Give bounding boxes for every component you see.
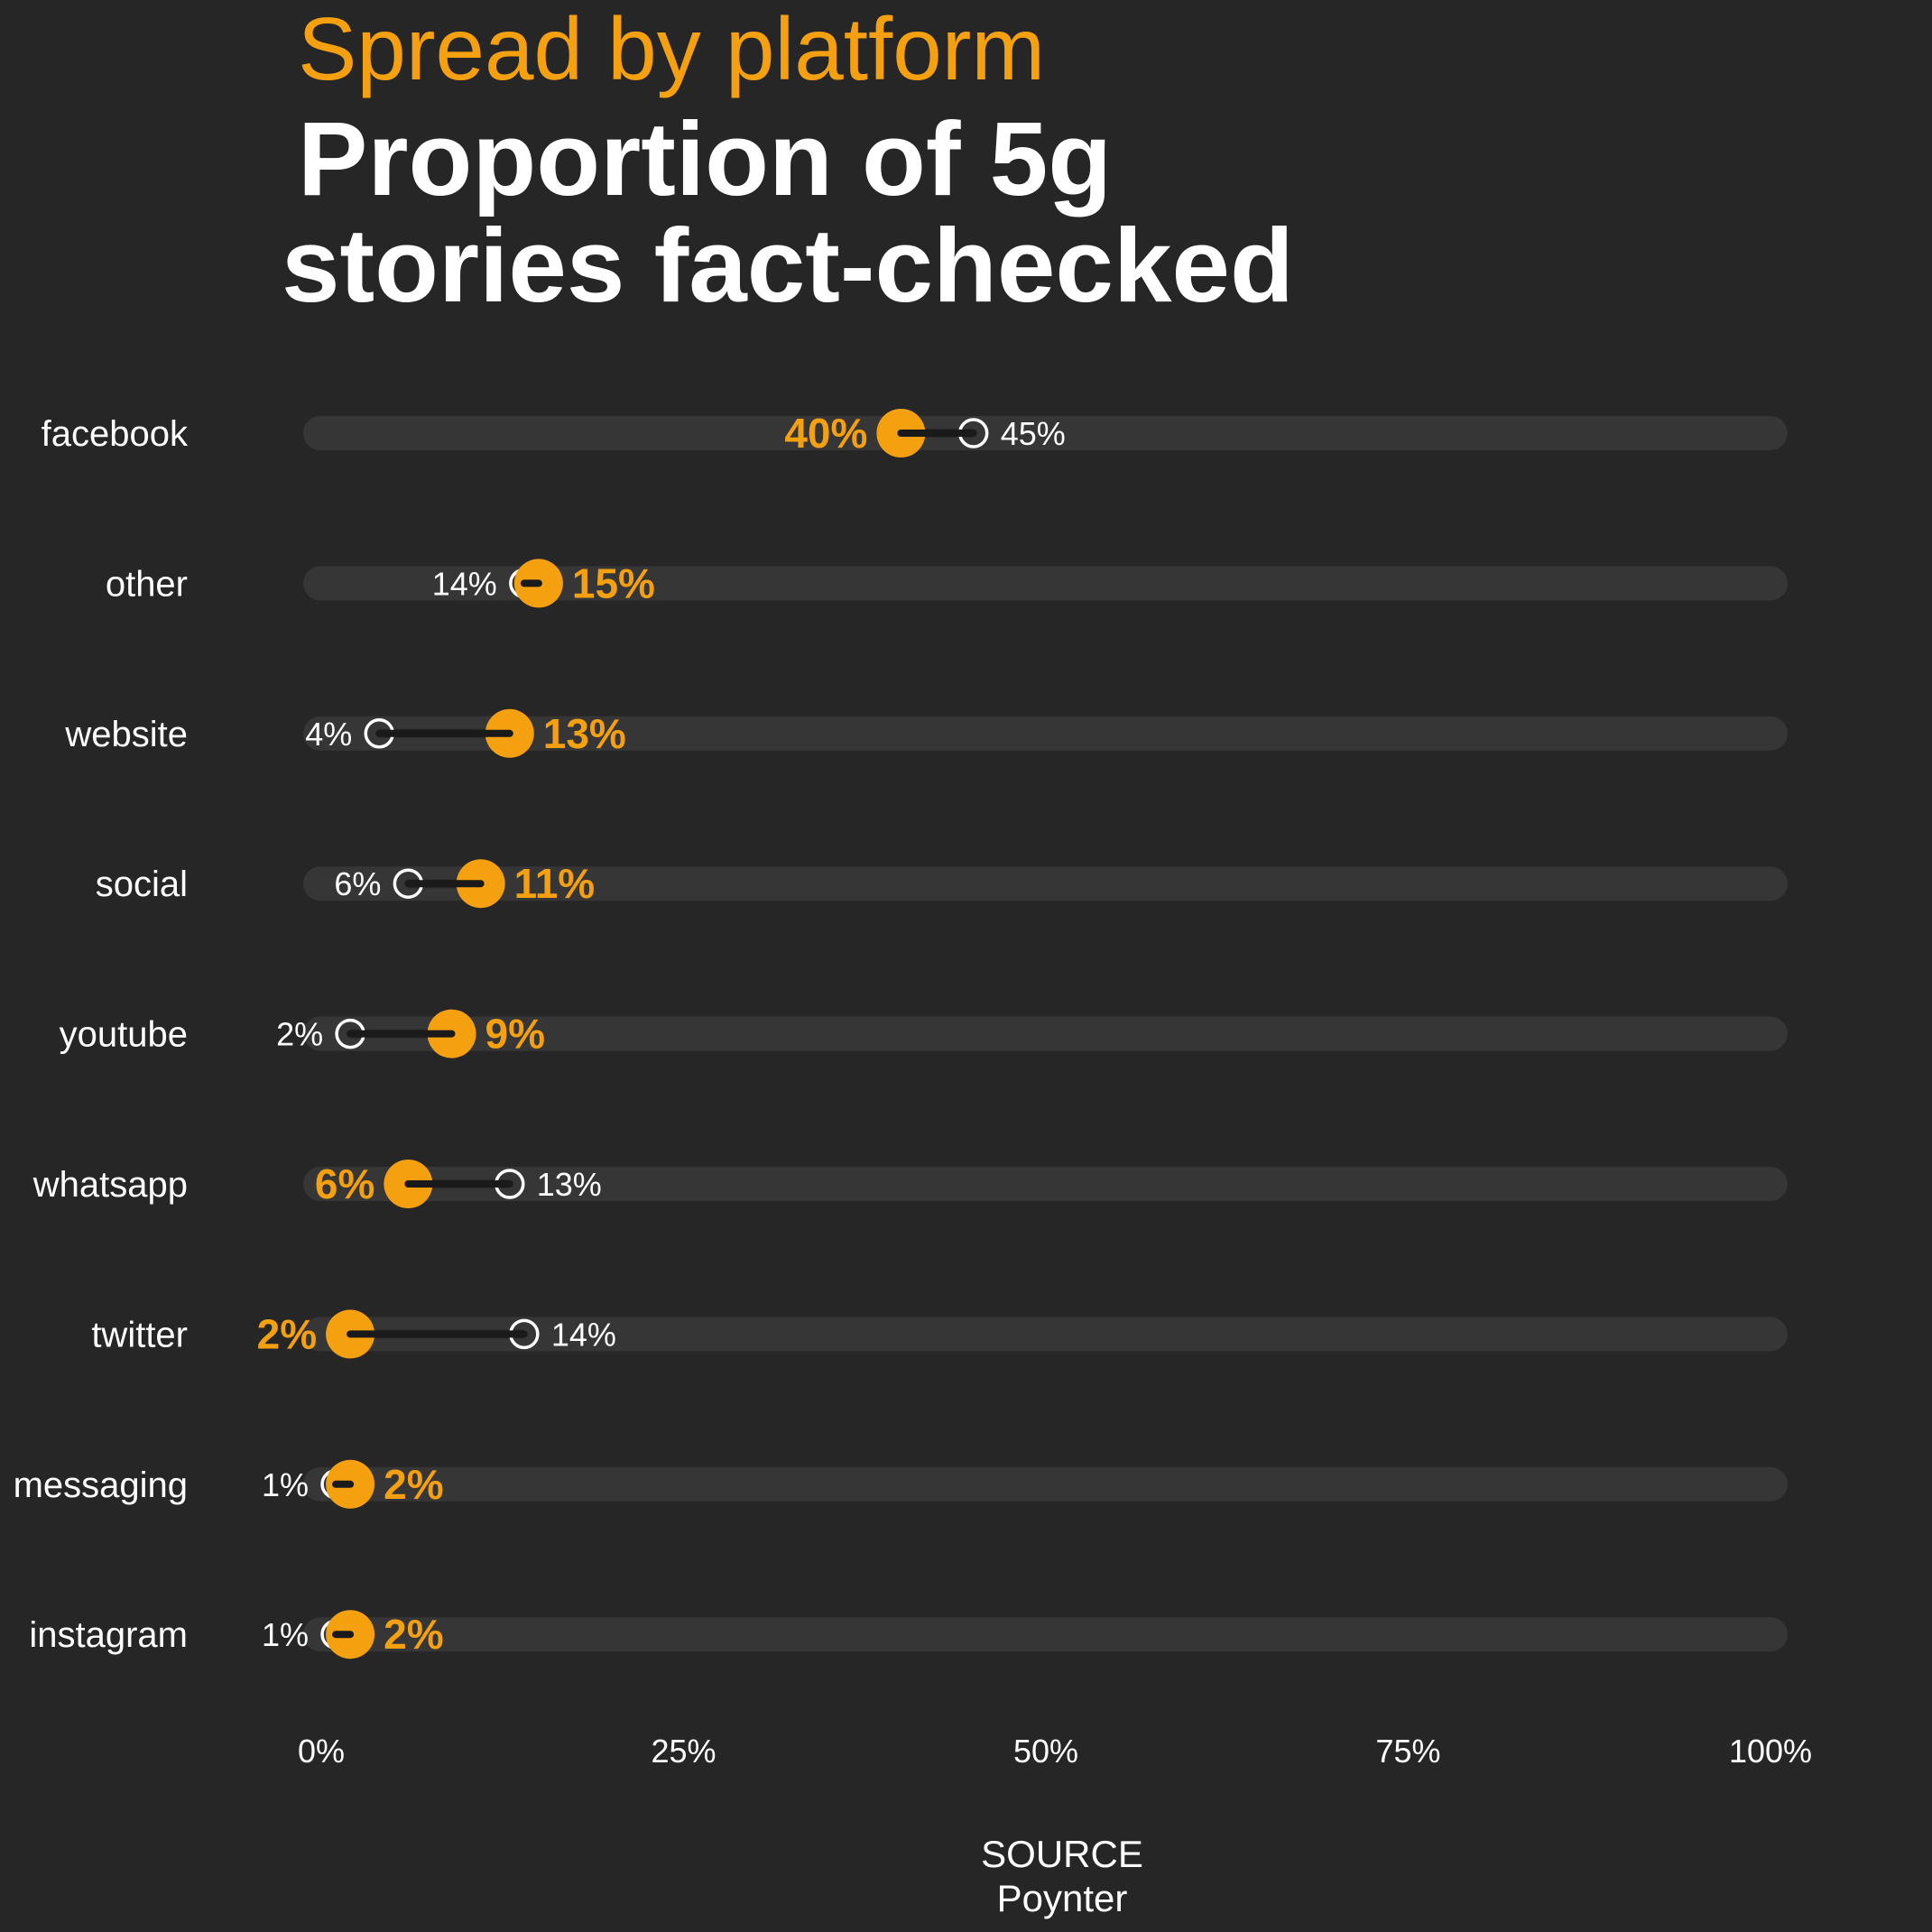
- old-value-label-messaging: 1%: [262, 1466, 309, 1503]
- category-label-youtube: youtube: [60, 1015, 188, 1055]
- x-tick-label: 0%: [298, 1733, 345, 1770]
- category-label-other: other: [106, 564, 188, 604]
- track-youtube: [303, 1016, 1788, 1051]
- chart-title-line-1: Proportion of 5g: [298, 100, 1112, 217]
- source-name: Poynter: [997, 1877, 1128, 1919]
- category-label-facebook: facebook: [42, 414, 189, 454]
- old-value-label-social: 6%: [334, 865, 381, 902]
- old-value-label-twitter: 14%: [551, 1316, 616, 1353]
- old-value-label-youtube: 2%: [276, 1016, 323, 1053]
- chart-row-instagram: instagram 2% 1%: [29, 1610, 1788, 1659]
- chart-row-website: website 13% 4%: [64, 708, 1788, 758]
- category-label-messaging: messaging: [14, 1465, 188, 1505]
- old-value-label-facebook: 45%: [1001, 415, 1066, 452]
- new-value-label-youtube: 9%: [485, 1011, 545, 1058]
- new-value-label-messaging: 2%: [384, 1461, 443, 1508]
- chart-row-other: other 15% 14%: [106, 559, 1788, 608]
- category-label-website: website: [64, 715, 188, 754]
- chart-rows: facebook 40% 45% other 15% 14% website 13% 4% soc…: [14, 409, 1788, 1659]
- x-tick-label: 50%: [1013, 1733, 1078, 1770]
- old-value-label-website: 4%: [305, 716, 352, 753]
- source-label: SOURCE: [981, 1833, 1143, 1875]
- new-value-label-whatsapp: 6%: [315, 1160, 374, 1207]
- track-other: [303, 566, 1788, 601]
- new-value-label-website: 13%: [543, 710, 626, 757]
- old-value-label-other: 14%: [432, 565, 497, 602]
- chart-row-youtube: youtube 9% 2%: [60, 1009, 1788, 1058]
- track-website: [303, 716, 1788, 751]
- chart-row-twitter: twitter 2% 14%: [91, 1309, 1788, 1359]
- chart-kicker: Spread by platform: [298, 0, 1045, 98]
- new-value-label-other: 15%: [572, 559, 655, 606]
- track-social: [303, 866, 1788, 901]
- track-instagram: [303, 1617, 1788, 1652]
- chart-row-facebook: facebook 40% 45%: [42, 409, 1788, 458]
- track-facebook: [303, 416, 1788, 450]
- x-tick-label: 100%: [1729, 1733, 1812, 1770]
- category-label-twitter: twitter: [91, 1315, 188, 1354]
- category-label-social: social: [96, 864, 188, 904]
- category-label-whatsapp: whatsapp: [32, 1165, 188, 1205]
- new-value-label-twitter: 2%: [257, 1310, 317, 1357]
- chart-title-line-2: stories fact-checked: [282, 207, 1294, 324]
- old-value-label-instagram: 1%: [262, 1616, 309, 1653]
- new-value-label-instagram: 2%: [384, 1611, 443, 1658]
- old-value-label-whatsapp: 13%: [537, 1166, 602, 1203]
- chart-row-social: social 11% 6%: [96, 859, 1788, 909]
- track-twitter: [303, 1317, 1788, 1352]
- x-tick-label: 25%: [651, 1733, 716, 1770]
- chart-row-messaging: messaging 2% 1%: [14, 1459, 1788, 1509]
- x-tick-label: 75%: [1375, 1733, 1440, 1770]
- category-label-instagram: instagram: [29, 1615, 188, 1655]
- new-value-label-social: 11%: [514, 860, 596, 907]
- track-messaging: [303, 1466, 1788, 1502]
- track-whatsapp: [303, 1167, 1788, 1201]
- x-axis-ticks: 0% 25% 50% 75% 100%: [298, 1733, 1812, 1770]
- new-value-label-facebook: 40%: [784, 410, 867, 457]
- chart-row-whatsapp: whatsapp 6% 13%: [32, 1160, 1788, 1208]
